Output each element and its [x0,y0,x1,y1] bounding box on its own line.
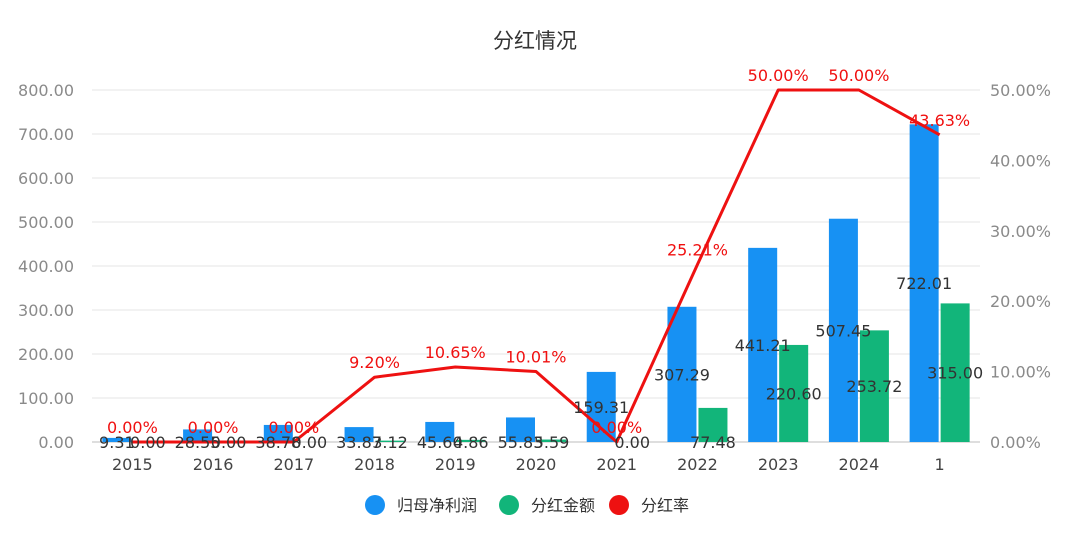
net-profit-label: 38.78 [255,433,301,452]
dividend-label: 77.48 [690,433,736,452]
net-profit-bar [667,306,697,442]
dividend-label: 4.86 [453,433,489,452]
x-tick-label: 2016 [193,455,234,474]
left-tick-label: 300.00 [18,301,74,320]
net-profit-label: 307.29 [654,365,710,384]
dividend-bar [779,344,809,442]
net-profit-bar [102,437,132,442]
payout-ratio-label: 50.00% [748,66,809,85]
net-profit-bar [828,218,858,442]
left-tick-label: 800.00 [18,81,74,100]
dividend-label: 0.00 [292,433,328,452]
chart-title: 分红情况 [493,29,577,53]
net-profit-bar [344,427,374,442]
right-tick-label: 10.00% [990,363,1051,382]
x-axis-ticks: 2015 2016 2017 2018 2019 2020 2021 2022 2023 2024… [112,455,945,474]
left-tick-label: 200.00 [18,345,74,364]
net-profit-label: 9.31 [99,433,135,452]
payout-ratio-label: 10.01% [505,348,566,367]
dividend-bar [537,439,566,442]
left-tick-label: 600.00 [18,169,74,188]
dividend-bar [456,439,486,442]
payout-ratio-label: 10.65% [425,343,486,362]
right-tick-label: 20.00% [990,292,1051,311]
dividend-label: 220.60 [766,384,822,403]
x-tick-label: 2022 [677,455,718,474]
right-axis-ticks: 0.00% 10.00% 20.00% 30.00% 40.00% 50.00% [990,81,1051,452]
right-tick-label: 0.00% [990,433,1041,452]
x-tick-label: 2023 [758,455,799,474]
payout-ratio-label: 0.00% [188,418,239,437]
net-profit-bar [506,417,535,442]
right-tick-label: 40.00% [990,151,1051,170]
payout-ratio-label: 25.21% [667,241,728,260]
data-labels: 9.310.000.00%28.550.000.00%38.780.000.00… [99,66,983,452]
x-tick-label: 2015 [112,455,153,474]
left-tick-label: 0.00 [38,433,74,452]
net-profit-label: 33.87 [336,433,382,452]
net-profit-bar [425,421,455,442]
net-profit-bar [263,424,293,442]
payout-ratio-label: 0.00% [591,418,642,437]
net-profit-bar [748,247,778,442]
x-tick-label: 2017 [273,455,314,474]
dividend-label: 253.72 [846,377,902,396]
right-tick-label: 30.00% [990,222,1051,241]
payout-ratio-polyline [132,88,941,444]
x-tick-label: 2024 [839,455,880,474]
left-tick-label: 500.00 [18,213,74,232]
bar-marks [102,124,970,442]
x-tick-label: 2018 [354,455,395,474]
legend-label: 分红率 [641,496,689,515]
dividend-label: 0.00 [211,433,247,452]
grid-lines [92,89,980,443]
left-axis-ticks: 0.00 100.00 200.00 300.00 400.00 500.00 600.00… [18,81,74,452]
dividend-bar [375,440,405,442]
dividend-label: 315.00 [927,364,983,383]
dividend-bar [859,330,889,442]
left-tick-label: 400.00 [18,257,74,276]
net-profit-label: 45.60 [417,433,463,452]
dividend-bar [940,303,970,442]
payout-ratio-label: 0.00% [107,418,158,437]
dividend-label: 0.00 [614,433,650,452]
payout-ratio-label: 43.63% [909,111,970,130]
legend-marker [365,495,385,515]
net-profit-label: 722.01 [896,274,952,293]
legend-marker [499,495,519,515]
right-tick-label: 50.00% [990,81,1051,100]
dividend-bar [698,407,728,442]
dividend-label: 5.59 [534,433,570,452]
legend-marker [609,495,629,515]
net-profit-label: 441.21 [735,336,791,355]
dividend-label: 3.12 [372,433,408,452]
left-tick-label: 100.00 [18,389,74,408]
legend: 归母净利润 分红金额 分红率 [365,495,689,515]
net-profit-bar [909,124,939,442]
x-tick-label: 2020 [516,455,557,474]
x-tick-label: 1 [935,455,945,474]
net-profit-label: 159.31 [573,398,629,417]
payout-ratio-label: 0.00% [268,418,319,437]
net-profit-label: 55.83 [498,433,544,452]
net-profit-bar [183,429,213,442]
legend-label: 归母净利润 [397,496,477,515]
dividend-label: 0.00 [130,433,166,452]
payout-ratio-label: 9.20% [349,353,400,372]
left-tick-label: 700.00 [18,125,74,144]
legend-label: 分红金额 [531,496,595,515]
payout-ratio-label: 50.00% [828,66,889,85]
net-profit-label: 28.55 [175,433,221,452]
x-tick-label: 2021 [596,455,637,474]
payout-ratio-line [132,88,941,444]
x-tick-label: 2019 [435,455,476,474]
net-profit-label: 507.45 [815,321,871,340]
